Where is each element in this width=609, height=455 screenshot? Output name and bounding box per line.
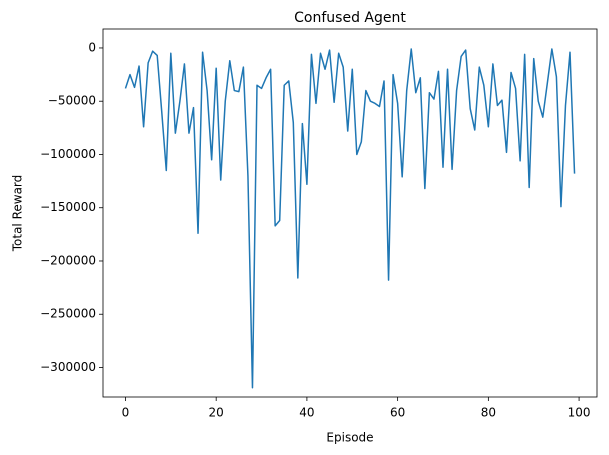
x-tick-label: 0 [122, 406, 130, 420]
x-tick-label: 80 [481, 406, 496, 420]
axes-frame [102, 28, 598, 398]
x-axis-label: Episode [326, 431, 373, 445]
y-tick-label: −300000 [40, 360, 96, 374]
y-axis-label: Total Reward [11, 175, 25, 253]
y-tick-label: −250000 [40, 307, 96, 321]
y-tick-label: −200000 [40, 253, 96, 267]
y-tick-label: −150000 [40, 200, 96, 214]
y-tick-label: −50000 [48, 94, 96, 108]
x-tick-label: 20 [209, 406, 224, 420]
y-tick-label: −100000 [40, 147, 96, 161]
y-tick-label: 0 [88, 40, 96, 54]
x-tick-label: 100 [568, 406, 591, 420]
data-line [124, 48, 576, 389]
chart-title: Confused Agent [294, 10, 406, 26]
x-tick-label: 40 [299, 406, 314, 420]
x-tick-label: 60 [390, 406, 405, 420]
